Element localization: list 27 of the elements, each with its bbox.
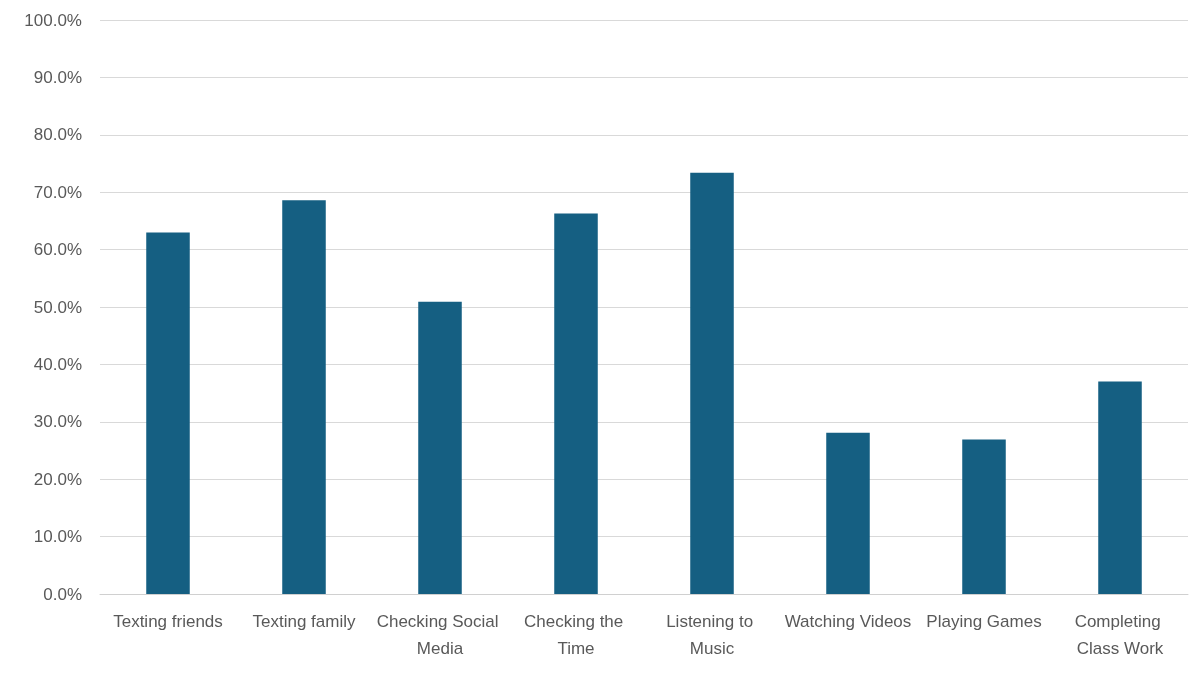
bar <box>146 232 190 594</box>
bar <box>418 301 462 594</box>
y-tick-label: 30.0% <box>33 412 82 432</box>
x-tick-label: Playing Games <box>926 612 1042 631</box>
x-tick-label: Checking the Time <box>524 612 628 658</box>
x-tick-label: Completing Class Work <box>1074 612 1166 658</box>
y-tick-label: 100.0% <box>24 10 82 30</box>
bar <box>1098 381 1142 594</box>
x-tick-label: Texting friends <box>113 612 223 631</box>
y-tick-label: 40.0% <box>33 354 82 374</box>
bar <box>826 432 870 594</box>
bar <box>554 213 598 594</box>
y-tick-label: 10.0% <box>33 527 82 547</box>
y-tick-label: 20.0% <box>33 469 82 489</box>
y-tick-label: 70.0% <box>33 182 82 202</box>
bar <box>962 439 1006 594</box>
y-tick-label: 60.0% <box>33 240 82 260</box>
y-tick-label: 80.0% <box>33 125 82 145</box>
x-tick-label: Listening to Music <box>666 612 758 658</box>
y-tick-label: 0.0% <box>43 584 82 604</box>
bar <box>282 200 326 594</box>
x-tick-label: Texting family <box>252 612 356 631</box>
x-tick-label: Watching Videos <box>784 612 912 631</box>
y-tick-label: 90.0% <box>33 67 82 87</box>
x-tick-label: Checking Social Media <box>376 612 504 658</box>
bar <box>690 172 734 594</box>
y-tick-label: 50.0% <box>33 297 82 317</box>
